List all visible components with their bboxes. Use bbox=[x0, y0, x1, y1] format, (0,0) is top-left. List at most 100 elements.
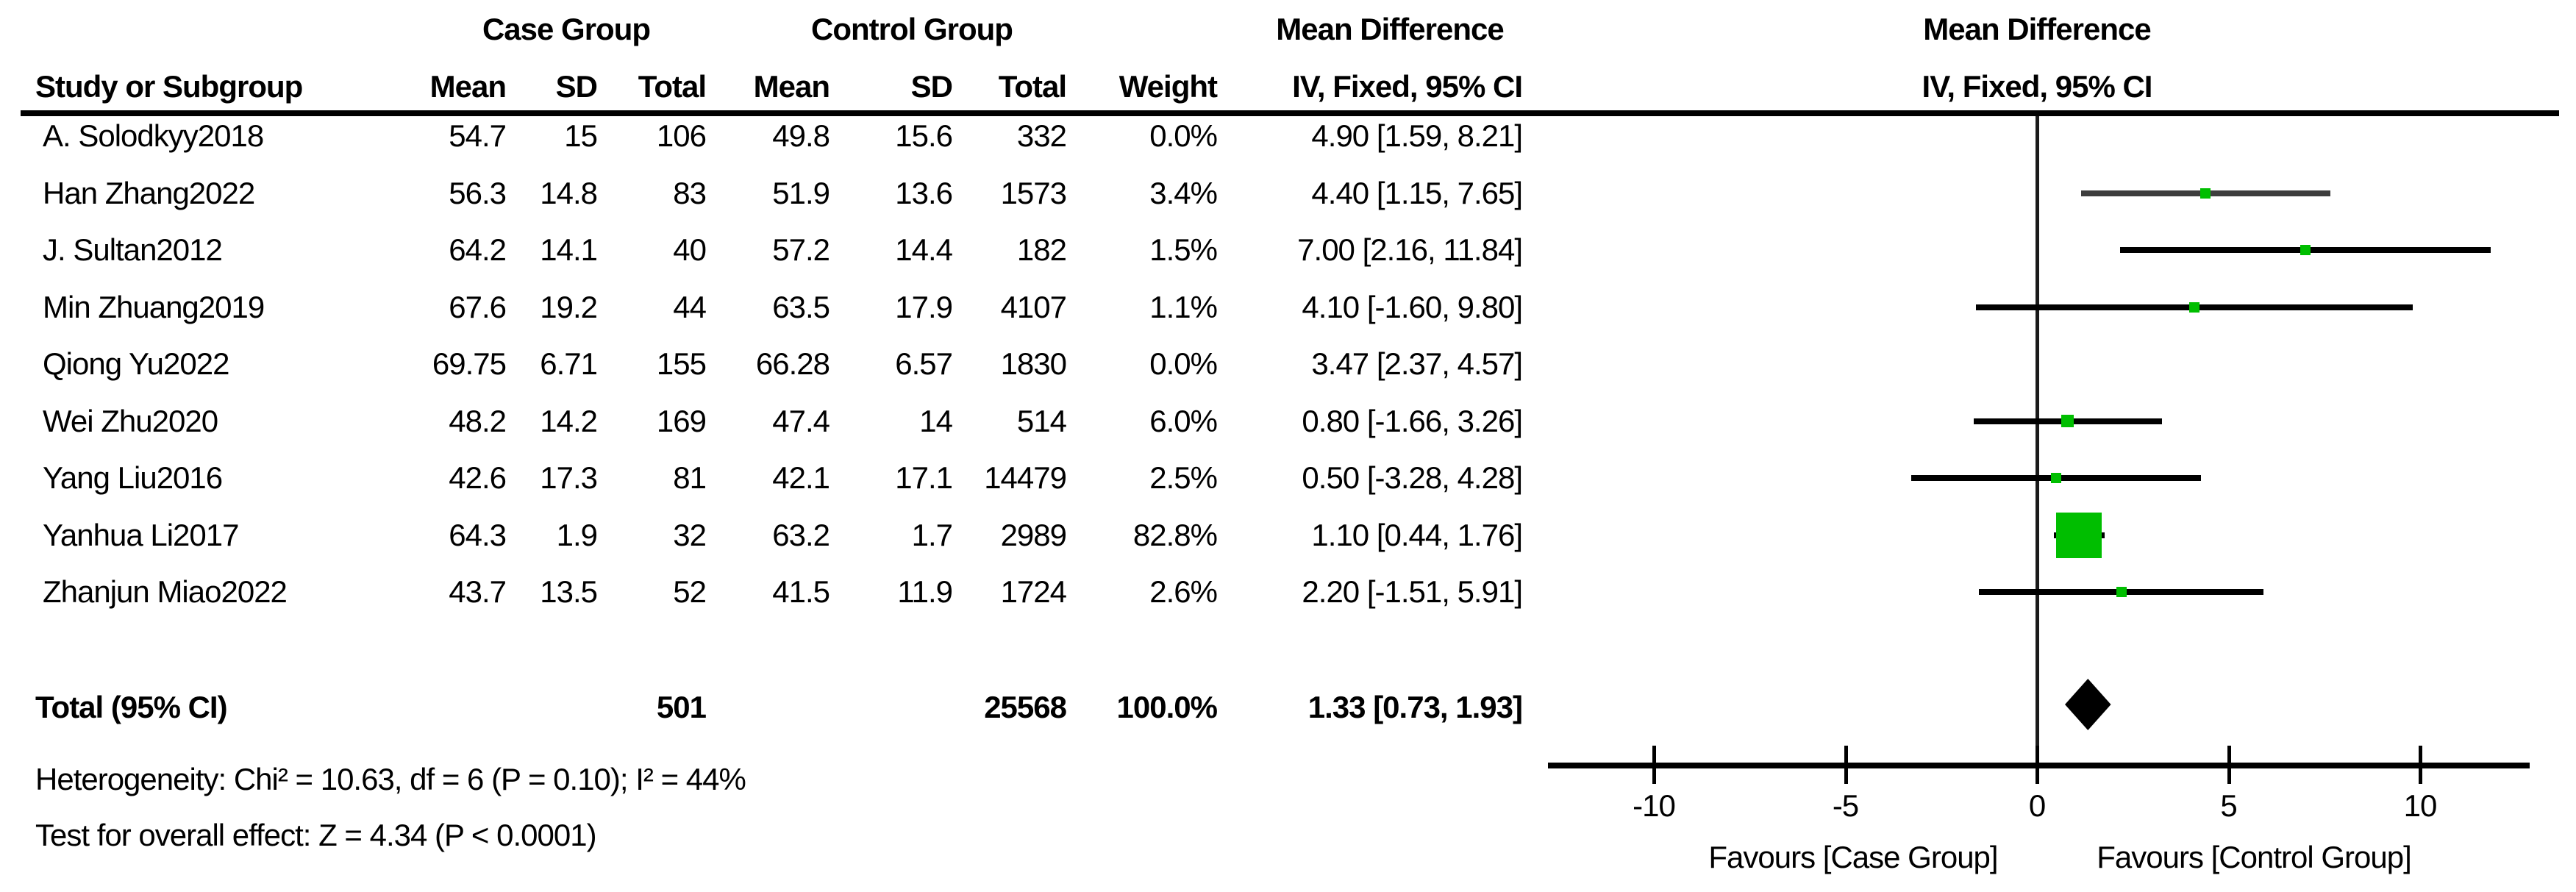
control-mean-cell: 41.5 bbox=[772, 574, 830, 609]
weight-cell: 0.0% bbox=[1149, 346, 1218, 381]
control-total-cell: 2989 bbox=[1000, 517, 1067, 552]
case-total-cell: 44 bbox=[673, 289, 707, 324]
case-mean-cell: 64.3 bbox=[449, 517, 507, 552]
ci-text-cell: 0.80 [-1.66, 3.26] bbox=[1302, 403, 1523, 438]
case-sd-cell: 14.8 bbox=[540, 175, 598, 210]
control-sd-cell: 13.6 bbox=[895, 175, 953, 210]
case-sd-cell: 13.5 bbox=[540, 574, 598, 609]
control-sd-column-header: SD bbox=[910, 69, 953, 104]
control-total-cell: 182 bbox=[1016, 232, 1067, 267]
control-sd-cell: 14 bbox=[919, 403, 953, 438]
control-total-cell: 1573 bbox=[1000, 175, 1067, 210]
weight-column-header: Weight bbox=[1118, 69, 1218, 104]
case-total-cell: 106 bbox=[656, 118, 707, 153]
case-sd-cell: 14.2 bbox=[540, 403, 598, 438]
study-label: Qiong Yu2022 bbox=[43, 346, 229, 381]
header-rule bbox=[21, 110, 2559, 116]
case-sd-cell: 1.9 bbox=[556, 517, 598, 552]
overall-effect-text: Test for overall effect: Z = 4.34 (P < 0… bbox=[35, 818, 597, 852]
control-total-cell: 14479 bbox=[984, 460, 1067, 495]
control-mean-cell: 63.5 bbox=[772, 289, 830, 324]
favours-right-label: Favours [Control Group] bbox=[2097, 840, 2412, 874]
ci-text-cell: 2.20 [-1.51, 5.91] bbox=[1302, 574, 1523, 609]
method-column-header-right: IV, Fixed, 95% CI bbox=[1922, 69, 2153, 104]
case-total-cell: 169 bbox=[656, 403, 707, 438]
control-total-cell: 332 bbox=[1016, 118, 1067, 153]
case-mean-cell: 54.7 bbox=[449, 118, 507, 153]
case-sd-cell: 14.1 bbox=[540, 232, 598, 267]
axis-tick-label: -5 bbox=[1832, 788, 1859, 823]
effect-marker bbox=[2200, 188, 2211, 199]
control-total-cell: 514 bbox=[1016, 403, 1067, 438]
case-mean-cell: 43.7 bbox=[449, 574, 507, 609]
case-mean-cell: 56.3 bbox=[449, 175, 507, 210]
total-ci-text: 1.33 [0.73, 1.93] bbox=[1307, 690, 1523, 724]
case-total-cell: 81 bbox=[673, 460, 707, 495]
control-mean-cell: 57.2 bbox=[772, 232, 830, 267]
case-sd-cell: 17.3 bbox=[540, 460, 598, 495]
case-mean-cell: 48.2 bbox=[449, 403, 507, 438]
effect-marker bbox=[2056, 512, 2102, 558]
ci-text-cell: 4.40 [1.15, 7.65] bbox=[1311, 175, 1523, 210]
weight-cell: 1.1% bbox=[1149, 289, 1218, 324]
axis-tick bbox=[1844, 746, 1848, 784]
zero-line bbox=[2036, 116, 2039, 768]
control-total-column-header: Total bbox=[998, 69, 1067, 104]
study-label: Yang Liu2016 bbox=[43, 460, 223, 495]
case-mean-column-header: Mean bbox=[429, 69, 507, 104]
control-total-cell: 1724 bbox=[1000, 574, 1067, 609]
total-row-label: Total (95% CI) bbox=[35, 690, 228, 724]
weight-cell: 2.5% bbox=[1149, 460, 1218, 495]
effect-marker bbox=[2300, 245, 2311, 255]
control-sd-cell: 17.9 bbox=[895, 289, 953, 324]
axis-tick bbox=[2419, 746, 2422, 784]
weight-cell: 82.8% bbox=[1132, 517, 1218, 552]
case-total-cell: 52 bbox=[673, 574, 707, 609]
case-total-cell: 155 bbox=[656, 346, 707, 381]
control-sd-cell: 15.6 bbox=[895, 118, 953, 153]
ci-text-cell: 4.10 [-1.60, 9.80] bbox=[1302, 289, 1523, 324]
weight-cell: 6.0% bbox=[1149, 403, 1218, 438]
control-sd-cell: 14.4 bbox=[895, 232, 953, 267]
study-label: A. Solodkyy2018 bbox=[43, 118, 264, 153]
case-total-cell: 83 bbox=[673, 175, 707, 210]
axis-tick bbox=[2036, 746, 2039, 784]
weight-cell: 0.0% bbox=[1149, 118, 1218, 153]
case-sd-column-header: SD bbox=[555, 69, 598, 104]
method-column-header-left: IV, Fixed, 95% CI bbox=[1292, 69, 1523, 104]
control-sd-cell: 1.7 bbox=[911, 517, 953, 552]
study-label: Zhanjun Miao2022 bbox=[43, 574, 288, 609]
axis-tick-label: 5 bbox=[2220, 788, 2237, 823]
control-group-header: Control Group bbox=[811, 12, 1013, 46]
total-control-n: 25568 bbox=[984, 690, 1067, 724]
study-label: Wei Zhu2020 bbox=[43, 403, 218, 438]
axis-tick bbox=[1652, 746, 1656, 784]
control-sd-cell: 17.1 bbox=[895, 460, 953, 495]
control-mean-cell: 51.9 bbox=[772, 175, 830, 210]
case-sd-cell: 19.2 bbox=[540, 289, 598, 324]
study-column-header: Study or Subgroup bbox=[35, 69, 303, 104]
control-mean-cell: 47.4 bbox=[772, 403, 830, 438]
effect-marker bbox=[2061, 415, 2074, 427]
study-label: J. Sultan2012 bbox=[43, 232, 223, 267]
study-label: Min Zhuang2019 bbox=[43, 289, 265, 324]
weight-cell: 1.5% bbox=[1149, 232, 1218, 267]
control-sd-cell: 6.57 bbox=[895, 346, 953, 381]
case-total-cell: 32 bbox=[673, 517, 707, 552]
control-total-cell: 4107 bbox=[1000, 289, 1067, 324]
case-mean-cell: 69.75 bbox=[432, 346, 507, 381]
study-label: Yanhua Li2017 bbox=[43, 517, 239, 552]
control-mean-cell: 66.28 bbox=[755, 346, 830, 381]
case-sd-cell: 6.71 bbox=[540, 346, 598, 381]
heterogeneity-text: Heterogeneity: Chi² = 10.63, df = 6 (P =… bbox=[35, 762, 746, 796]
effect-marker bbox=[2116, 587, 2127, 597]
weight-cell: 3.4% bbox=[1149, 175, 1218, 210]
case-total-column-header: Total bbox=[638, 69, 707, 104]
ci-text-cell: 1.10 [0.44, 1.76] bbox=[1311, 517, 1523, 552]
weight-cell: 2.6% bbox=[1149, 574, 1218, 609]
control-mean-cell: 42.1 bbox=[772, 460, 830, 495]
control-mean-cell: 49.8 bbox=[772, 118, 830, 153]
control-mean-column-header: Mean bbox=[753, 69, 830, 104]
